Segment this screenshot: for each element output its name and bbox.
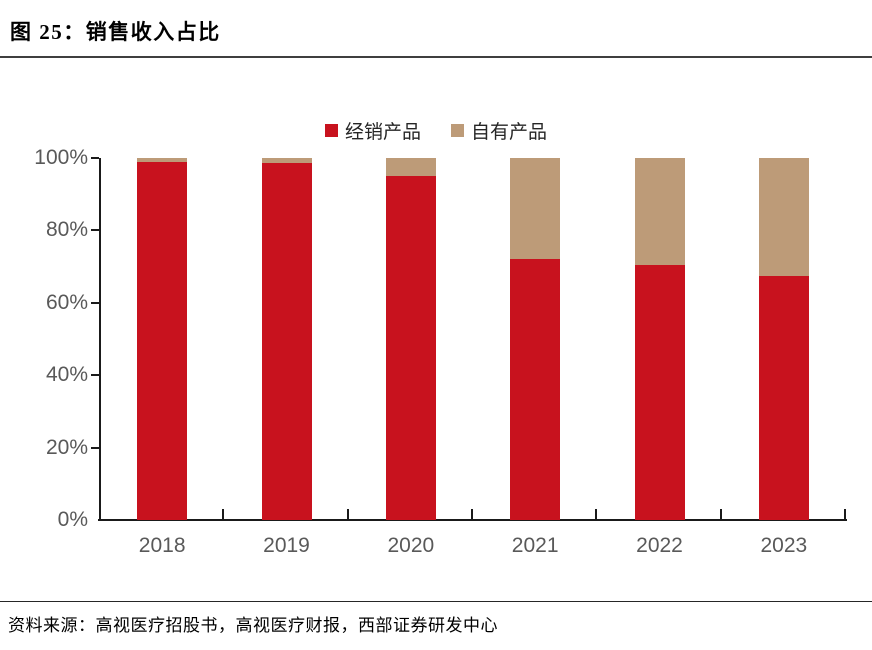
bar-segment-自有产品 [510,158,561,260]
source-note: 资料来源：高视医疗招股书，高视医疗财报，西部证券研发中心 [8,616,498,635]
stacked-bar-2019 [261,158,312,520]
y-axis-label: 20% [45,435,88,459]
bar-segment-经销产品 [137,161,188,520]
bar-segment-自有产品 [634,158,685,265]
bar-segment-经销产品 [385,176,436,520]
title-divider [0,56,872,58]
x-axis-line [98,519,847,521]
bar-segment-经销产品 [261,163,312,520]
y-axis-tick [91,301,99,304]
x-axis-tick [844,509,846,519]
legend-swatch-icon [451,124,464,137]
y-axis-label: 40% [45,363,88,387]
legend-item-1: 自有产品 [451,117,547,144]
legend-item-0: 经销产品 [324,117,421,144]
figure-title: 图 25：销售收入占比 [10,20,221,44]
y-axis-line [99,158,101,521]
stacked-bar-2023 [758,158,809,520]
stacked-bar-2021 [510,158,561,520]
bar-segment-自有产品 [261,158,312,164]
y-axis-tick [91,446,99,449]
stacked-bar-2018 [137,158,188,520]
x-axis-label: 2023 [760,534,808,557]
bar-segment-自有产品 [385,158,436,177]
bar-segment-经销产品 [758,275,809,520]
bar-segment-经销产品 [634,264,685,520]
bar-segment-经销产品 [510,259,561,520]
chart-legend: 经销产品 自有产品 [0,117,872,144]
y-axis-label: 100% [34,146,88,169]
y-axis-label: 0% [57,508,88,531]
stacked-bar-2022 [634,158,685,520]
x-axis-tick [471,509,473,519]
legend-label: 经销产品 [344,122,421,143]
bar-segment-自有产品 [758,158,809,276]
x-axis-tick [346,509,349,519]
y-axis-label: 60% [45,290,88,314]
x-axis-tick [719,509,722,519]
bar-segment-自有产品 [137,158,188,162]
legend-swatch-icon [324,124,338,137]
x-axis-label: 2020 [387,534,435,557]
x-axis-label: 2018 [138,534,186,557]
y-axis-tick [91,229,99,232]
x-axis-tick [222,509,225,519]
x-axis-label: 2019 [263,534,310,557]
y-axis-tick [91,374,99,377]
footer-divider [0,601,872,602]
y-axis-label: 80% [45,218,88,242]
x-axis-label: 2021 [511,534,559,557]
stacked-bar-2020 [385,158,436,520]
y-axis-tick [91,157,99,159]
legend-label: 自有产品 [471,122,548,143]
x-axis-tick [595,509,598,519]
x-axis-label: 2022 [636,534,683,557]
